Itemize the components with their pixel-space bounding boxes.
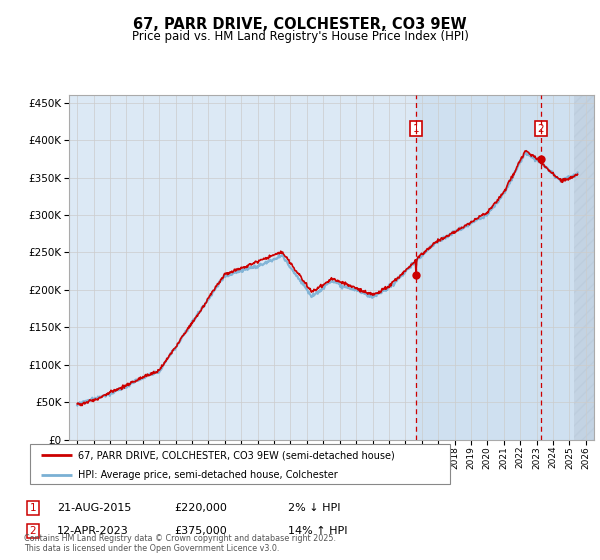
Text: £375,000: £375,000 bbox=[174, 526, 227, 536]
Text: HPI: Average price, semi-detached house, Colchester: HPI: Average price, semi-detached house,… bbox=[79, 470, 338, 480]
Bar bbox=[574, 95, 594, 440]
Bar bbox=[416, 95, 594, 440]
Text: 67, PARR DRIVE, COLCHESTER, CO3 9EW (semi-detached house): 67, PARR DRIVE, COLCHESTER, CO3 9EW (sem… bbox=[79, 450, 395, 460]
Text: £220,000: £220,000 bbox=[174, 503, 227, 513]
Text: 1: 1 bbox=[29, 503, 37, 513]
Text: 2% ↓ HPI: 2% ↓ HPI bbox=[288, 503, 341, 513]
Text: 1: 1 bbox=[413, 124, 419, 134]
Text: 67, PARR DRIVE, COLCHESTER, CO3 9EW: 67, PARR DRIVE, COLCHESTER, CO3 9EW bbox=[133, 17, 467, 32]
Text: 14% ↑ HPI: 14% ↑ HPI bbox=[288, 526, 347, 536]
Text: 12-APR-2023: 12-APR-2023 bbox=[57, 526, 129, 536]
Text: 2: 2 bbox=[29, 526, 37, 536]
Text: Contains HM Land Registry data © Crown copyright and database right 2025.
This d: Contains HM Land Registry data © Crown c… bbox=[24, 534, 336, 553]
Text: Price paid vs. HM Land Registry's House Price Index (HPI): Price paid vs. HM Land Registry's House … bbox=[131, 30, 469, 43]
Text: 2: 2 bbox=[538, 124, 544, 134]
FancyBboxPatch shape bbox=[30, 444, 450, 484]
Text: 21-AUG-2015: 21-AUG-2015 bbox=[57, 503, 131, 513]
